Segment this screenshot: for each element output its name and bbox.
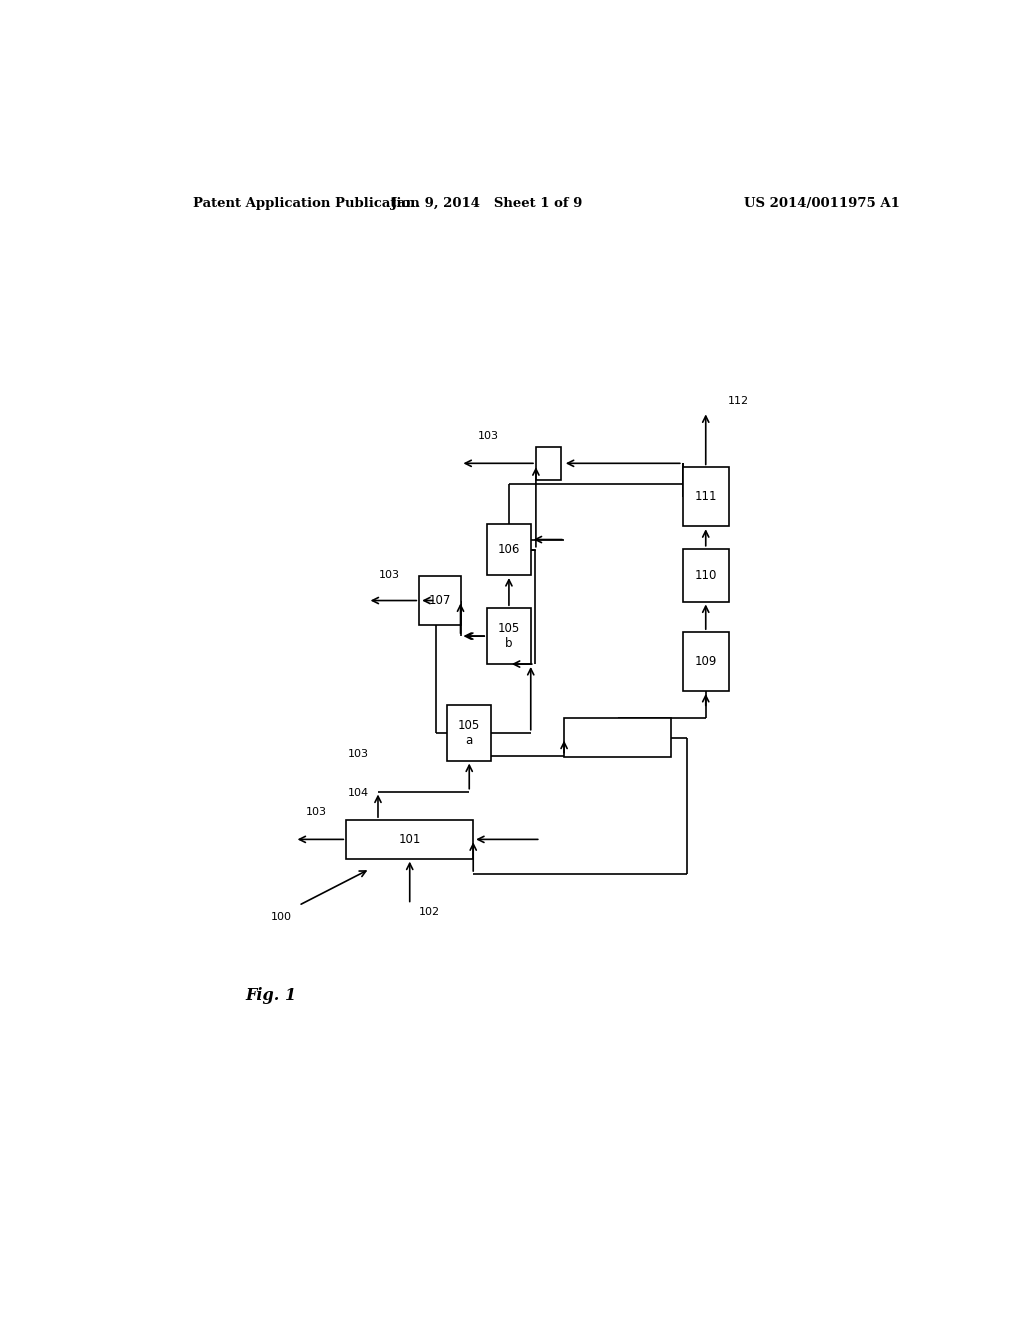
Text: 103: 103 bbox=[305, 807, 327, 817]
Text: 111: 111 bbox=[694, 490, 717, 503]
Text: 103: 103 bbox=[379, 570, 399, 581]
Text: 100: 100 bbox=[271, 912, 292, 921]
Bar bbox=[564, 718, 671, 758]
Text: 110: 110 bbox=[694, 569, 717, 582]
Text: 103: 103 bbox=[348, 748, 369, 759]
Text: 105
b: 105 b bbox=[498, 622, 520, 651]
Bar bbox=[683, 467, 729, 527]
Bar bbox=[419, 576, 461, 624]
Text: 102: 102 bbox=[419, 907, 440, 917]
Bar bbox=[487, 524, 530, 576]
Text: 106: 106 bbox=[498, 544, 520, 556]
Text: 109: 109 bbox=[694, 655, 717, 668]
Bar bbox=[346, 820, 473, 859]
Text: 103: 103 bbox=[478, 430, 499, 441]
Text: 104: 104 bbox=[348, 788, 369, 797]
Bar bbox=[487, 609, 530, 664]
Bar bbox=[447, 705, 492, 760]
Text: 112: 112 bbox=[728, 396, 750, 407]
Bar bbox=[683, 549, 729, 602]
Bar bbox=[683, 632, 729, 690]
Text: 101: 101 bbox=[398, 833, 421, 846]
Text: 107: 107 bbox=[429, 594, 452, 607]
Text: Patent Application Publication: Patent Application Publication bbox=[194, 197, 420, 210]
Bar bbox=[536, 447, 561, 479]
Text: Jan. 9, 2014   Sheet 1 of 9: Jan. 9, 2014 Sheet 1 of 9 bbox=[391, 197, 583, 210]
Text: 105
a: 105 a bbox=[458, 718, 480, 747]
Text: US 2014/0011975 A1: US 2014/0011975 A1 bbox=[744, 197, 900, 210]
Text: Fig. 1: Fig. 1 bbox=[246, 987, 297, 1005]
